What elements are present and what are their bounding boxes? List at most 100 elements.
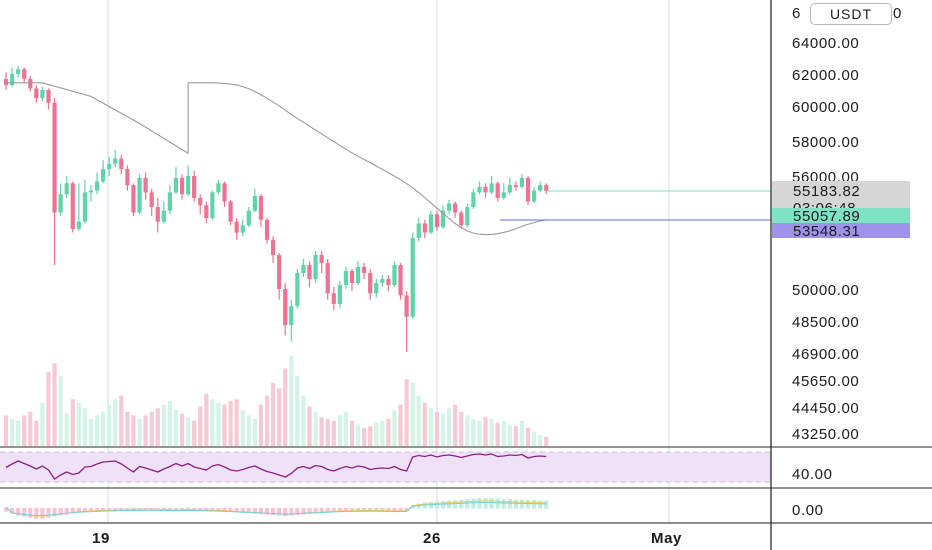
macd-histogram-bar [404,508,409,512]
macd-histogram-bar [40,508,45,519]
macd-histogram-bar [422,502,427,509]
macd-histogram-bar [459,499,464,509]
candle-body [355,267,361,283]
macd-histogram-bar [501,499,506,509]
volume-bar [252,419,257,446]
macd-histogram-bar [519,499,525,509]
volume-bar [270,383,276,446]
volume-bar [149,411,154,446]
macd-histogram-bar [101,508,106,511]
volume-bar [477,420,482,446]
macd-histogram-bar [301,508,306,515]
volume-bar [131,415,136,446]
price-axis[interactable]: 6 0 64000.00 62000.00 60000.00 58000.00 … [792,5,902,519]
volume-bar [301,395,306,446]
candle-body [434,214,440,228]
macd-histogram-bar [16,508,21,516]
candle-body [410,238,415,317]
candle-body [362,267,367,273]
volume-bar [507,424,512,446]
candle-body [501,192,506,198]
price-tick: 45650.00 [792,373,859,390]
macd-histogram-bar [125,508,130,510]
volume-bar [9,419,15,446]
ma-price-value: 53548.31 [793,223,860,240]
macd-line [5,502,547,516]
candle-body [131,185,136,213]
volume-bar [380,420,385,446]
moving-average-line [6,82,547,236]
macd-histogram-bar [434,501,440,509]
macd-histogram-bar [204,508,209,511]
macd-histogram-bar [355,508,361,511]
volume-bar [198,406,203,446]
candle-body [531,190,537,202]
volume-bar [337,415,342,446]
volume-bar [277,388,282,446]
candle-body [325,263,330,294]
price-lines [500,190,771,221]
candle-body [331,293,336,304]
volume-bar [240,410,245,446]
macd-histogram-bar [234,508,239,513]
volume-bar [434,411,440,446]
candle-body [307,265,312,279]
volume-bar [525,428,531,446]
candle-body [40,90,45,98]
macd-histogram-bar [246,508,251,514]
volume-bar [440,413,446,446]
volume-bar [416,395,421,446]
candle-body [258,196,264,220]
macd-histogram-bar [228,508,233,512]
candle-body [64,183,69,195]
volume-bar [483,417,488,446]
time-axis[interactable]: 19 26 May [92,530,682,547]
candle-body [161,210,166,222]
macd-histogram-bar [489,498,494,509]
volume-bar [453,404,458,446]
macd-histogram-bar [453,500,458,509]
candle-body [179,177,185,195]
currency-selector[interactable]: USDT [810,3,892,25]
candle-body [374,283,379,294]
candle-body [198,197,203,206]
macd-histogram-bar [82,508,88,513]
macd-histogram-bar [483,498,488,509]
macd-histogram-bar [313,508,318,514]
volume-bar [76,402,81,446]
macd-histogram-bar [52,508,57,517]
macd-histogram-bar [252,508,257,514]
volume-bar [64,413,69,446]
macd-histogram-bar [9,508,15,514]
candle-body [173,177,179,193]
volume-bar [101,411,106,446]
candle-body [398,265,403,296]
macd-histogram-bar [398,508,403,512]
macd-histogram-bar [119,508,124,510]
candle-body [34,88,39,98]
macd-histogram-bar [325,508,330,513]
candle-body [216,183,221,193]
volume-bar [246,415,251,446]
volume-bar [404,379,409,446]
candle-body [459,212,464,226]
macd-histogram-bar [289,508,294,516]
candle-body [525,177,531,202]
macd-histogram-bar [343,508,349,512]
candle-body [337,285,342,304]
macd-histogram-bar [538,500,543,509]
rsi-band [0,452,771,482]
macd-histogram-bar [46,508,51,518]
candle-body [489,183,494,193]
volume-bar [386,419,391,446]
last-price-value: 55183.82 [793,183,860,200]
volume-bar [113,399,118,446]
volume-bar [501,420,506,446]
volume-bars [3,356,549,446]
macd-histogram-bar [392,508,397,512]
candle-body [301,265,306,273]
volume-bar [513,426,518,446]
candle-body [392,265,397,285]
price-tick: 50000.00 [792,282,859,299]
